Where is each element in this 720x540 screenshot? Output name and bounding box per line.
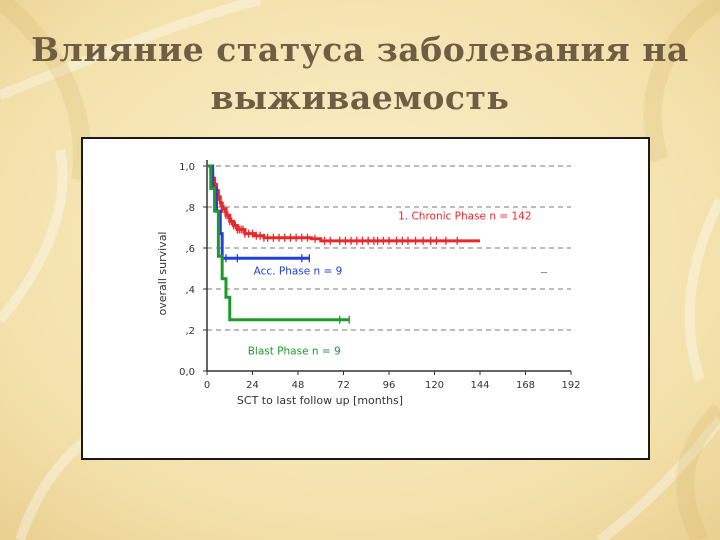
y-tick-label: 0,0: [179, 367, 195, 378]
x-tick-label: 192: [561, 380, 580, 391]
y-tick-label: ,8: [185, 203, 195, 214]
x-tick-label: 168: [516, 380, 535, 391]
survival-curve: [207, 164, 350, 322]
x-tick-label: 24: [246, 380, 259, 391]
series-label-blast: Blast Phase n = 9: [248, 346, 341, 358]
survival-chart: 0,0 ,2 ,4 ,6 ,8 1,0 0 24 48 72 96 120 144 168 192 SCT t…: [156, 160, 581, 407]
x-tick-label: 0: [204, 380, 210, 391]
y-axis-title: overall survival: [156, 232, 169, 316]
x-tick-label: 144: [470, 380, 489, 391]
survival-curve: [207, 164, 480, 243]
chart-frame: 0,0 ,2 ,4 ,6 ,8 1,0 0 24 48 72 96 120 144 168 192 SCT t…: [81, 137, 650, 460]
y-tick-label: 1,0: [179, 162, 195, 173]
y-tick-label: ,2: [185, 326, 195, 337]
series-label-chronic: 1. Chronic Phase n = 142: [398, 210, 531, 222]
slide-title: Влияние статуса заболевания на выживаемо…: [0, 26, 720, 122]
y-tick-label: ,6: [185, 244, 195, 255]
x-tick-label: 48: [292, 380, 305, 391]
x-tick-label: 120: [425, 380, 444, 391]
axes: [203, 160, 572, 375]
series-layer: [207, 164, 480, 324]
gridlines: [207, 165, 571, 331]
slide-title-line-1: Влияние статуса заболевания на: [31, 30, 689, 69]
x-tick-label: 96: [383, 380, 396, 391]
x-tick-label: 72: [337, 380, 350, 391]
series-label-accelerated: Acc. Phase n = 9: [254, 266, 343, 278]
x-axis-title: SCT to last follow up [months]: [237, 394, 403, 407]
slide-title-line-2: выживаемость: [210, 78, 510, 117]
labels: 0,0 ,2 ,4 ,6 ,8 1,0 0 24 48 72 96 120 144 168 192 SCT t…: [156, 162, 581, 407]
y-tick-label: ,4: [185, 285, 195, 296]
